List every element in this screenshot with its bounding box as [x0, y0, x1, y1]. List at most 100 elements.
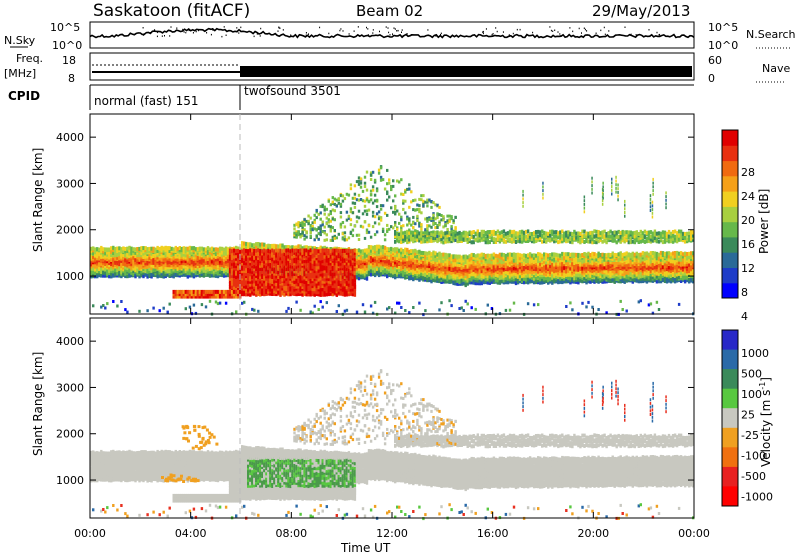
power-cell — [257, 271, 260, 276]
power-cell — [156, 257, 159, 262]
power-cell — [210, 265, 214, 270]
power-cell — [363, 185, 367, 188]
power-cell — [353, 248, 357, 253]
power-cell — [263, 251, 266, 256]
power-cell — [166, 246, 169, 251]
power-cell — [319, 262, 322, 267]
power-cell — [279, 271, 282, 276]
power-cell — [98, 247, 101, 252]
power-cell — [176, 247, 180, 252]
power-cell — [436, 226, 439, 229]
power-cell — [100, 257, 103, 262]
nsearch-dot — [367, 34, 369, 36]
power-cell — [216, 274, 220, 279]
power-cell — [210, 294, 214, 299]
power-cell — [293, 267, 296, 271]
power-cell — [154, 253, 157, 258]
power-cell — [297, 266, 300, 271]
power-cell — [94, 247, 97, 252]
nsearch-dot — [440, 32, 442, 35]
power-cell — [367, 224, 371, 228]
power-cell — [428, 250, 431, 255]
power-cell — [104, 273, 107, 278]
power-cell — [253, 272, 256, 277]
power-cell — [363, 204, 367, 208]
power-cell — [283, 254, 286, 259]
power-cell — [251, 248, 254, 253]
nsearch-dot — [516, 28, 518, 31]
power-cell — [132, 255, 135, 260]
power-cell — [317, 285, 320, 290]
power-cell — [251, 262, 254, 267]
power-cell — [162, 306, 165, 310]
power-cell — [291, 259, 294, 264]
power-cell — [297, 261, 300, 266]
power-cell — [343, 235, 347, 239]
power-cell — [230, 269, 234, 274]
nsearch-dot — [253, 35, 255, 38]
power-cell — [259, 249, 262, 253]
power-cell — [295, 259, 298, 264]
power-cell — [206, 263, 210, 267]
power-cell — [104, 267, 107, 272]
power-cell — [194, 311, 198, 315]
power-cell — [323, 205, 326, 209]
power-cell — [293, 282, 296, 287]
power-cell — [259, 242, 262, 247]
power-cell — [182, 289, 186, 294]
power-cell — [283, 292, 286, 297]
power-cell — [327, 266, 331, 271]
power-cell — [464, 299, 467, 303]
power-cell — [267, 291, 270, 296]
power-cell — [194, 247, 198, 252]
power-cell — [245, 272, 248, 277]
power-cell — [202, 272, 206, 276]
power-cell — [257, 290, 260, 295]
power-cell — [323, 277, 326, 282]
power-cell — [289, 269, 292, 273]
power-cell — [386, 192, 389, 196]
power-cell — [355, 220, 359, 224]
power-cell — [295, 232, 298, 236]
power-cell — [257, 256, 260, 260]
power-cell — [305, 231, 308, 235]
power-cell — [162, 274, 165, 279]
date-title: 29/May/2013 — [592, 2, 690, 20]
power-cell — [301, 282, 304, 287]
power-cell — [210, 270, 214, 275]
power-cell — [249, 279, 252, 284]
power-cell — [124, 262, 127, 266]
power-cell — [263, 279, 266, 284]
power-cell — [381, 204, 385, 208]
power-cell — [259, 279, 262, 284]
power-cell — [277, 263, 280, 268]
power-cell — [305, 287, 308, 292]
power-cell — [255, 290, 258, 295]
power-cell — [255, 279, 258, 283]
power-cell — [331, 226, 335, 230]
power-cell — [420, 211, 423, 215]
power-cell — [228, 282, 232, 286]
power-cell — [138, 266, 141, 270]
power-cell — [194, 250, 198, 255]
power-cell — [329, 264, 333, 269]
power-cell — [323, 261, 326, 266]
power-cell — [283, 282, 286, 287]
power-cell — [271, 250, 274, 255]
power-cell — [235, 267, 238, 271]
power-cell — [253, 274, 256, 279]
power-cell — [323, 259, 326, 264]
power-cell — [235, 282, 238, 287]
power-cell — [309, 310, 312, 314]
power-cell — [144, 246, 147, 251]
nsearch-dot — [482, 30, 484, 33]
power-cell — [285, 269, 288, 274]
power-cell — [146, 249, 149, 254]
power-cell — [112, 248, 115, 253]
power-cell — [327, 292, 331, 297]
power-cell — [396, 227, 399, 231]
power-cell — [321, 254, 324, 259]
power-cell — [259, 274, 262, 279]
power-cell — [237, 277, 240, 282]
power-cell — [313, 246, 316, 251]
